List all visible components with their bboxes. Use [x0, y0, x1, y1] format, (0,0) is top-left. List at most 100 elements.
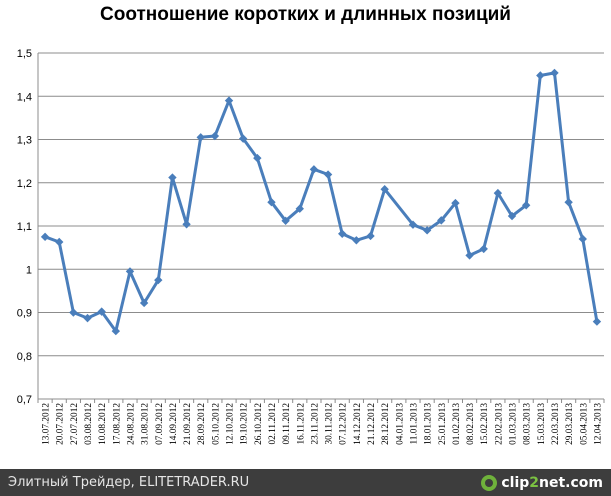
- x-tick-label: 12.10.2012: [226, 403, 236, 445]
- line-chart: 0,7 0,8 0,9 1 1,1 1,2 1,3 1,4 1,5 13.07.2012 20.0…: [17, 48, 605, 445]
- data-point: [210, 131, 220, 141]
- x-tick-label: 31.08.2012: [141, 403, 151, 445]
- x-tick-label: 11.01.2013: [409, 403, 419, 445]
- x-tick-label: 15.02.2013: [480, 403, 490, 445]
- data-point: [125, 267, 135, 276]
- y-tick-label: 1,2: [17, 178, 32, 190]
- data-point: [408, 220, 418, 229]
- data-point: [69, 308, 78, 317]
- x-tick-label: 07.12.2012: [339, 403, 349, 445]
- x-tick-label: 28.09.2012: [197, 403, 207, 445]
- data-point: [281, 216, 290, 226]
- x-tick-label: 01.02.2013: [452, 403, 462, 445]
- x-tick-label: 15.03.2013: [537, 403, 547, 445]
- data-point: [465, 251, 474, 260]
- y-tick-labels: 0,7 0,8 0,9 1 1,1 1,2 1,3 1,4 1,5: [17, 48, 32, 406]
- footer-caption: Элитный Трейдер, ELITETRADER.RU: [8, 475, 250, 490]
- data-point: [536, 71, 545, 80]
- x-tick-label: 07.09.2012: [155, 403, 165, 445]
- data-point: [352, 236, 361, 245]
- data-point: [338, 229, 347, 238]
- x-tick-label: 08.03.2013: [523, 403, 533, 445]
- x-tick-label: 09.11.2012: [282, 403, 292, 445]
- data-point: [253, 153, 262, 163]
- x-tick-label: 30.11.2012: [325, 403, 335, 445]
- data-point: [111, 326, 121, 336]
- x-tick-label: 21.09.2012: [183, 403, 193, 445]
- data-point: [139, 298, 149, 308]
- x-tick-label: 12.04.2013: [593, 403, 603, 445]
- data-point: [366, 231, 375, 241]
- y-tick-label: 1,3: [17, 135, 32, 147]
- data-point: [295, 204, 304, 213]
- x-tick-label: 04.01.2013: [395, 403, 405, 445]
- x-tick-label: 03.08.2012: [84, 403, 94, 445]
- data-point: [97, 307, 106, 316]
- x-tick-label: 20.07.2012: [56, 403, 66, 445]
- data-point: [267, 198, 276, 207]
- x-tick-label: 26.10.2012: [254, 403, 264, 445]
- data-point: [380, 185, 389, 194]
- data-point: [83, 313, 92, 323]
- y-tick-label: 0,8: [17, 351, 32, 363]
- y-tick-label: 0,7: [17, 394, 32, 406]
- x-tick-label: 05.10.2012: [211, 403, 221, 445]
- data-point: [521, 201, 531, 210]
- x-tick-label: 17.08.2012: [112, 403, 122, 445]
- data-point: [451, 198, 460, 208]
- data-point: [578, 234, 587, 244]
- clip2net-logo: clip2net.com: [481, 472, 603, 493]
- data-point: [154, 275, 163, 285]
- x-tick-label: 22.02.2013: [494, 403, 504, 445]
- x-tick-label: 27.07.2012: [70, 403, 80, 445]
- data-point: [40, 232, 50, 242]
- chart-title: Соотношение коротких и длинных позиций: [100, 4, 511, 25]
- data-point: [422, 226, 432, 235]
- y-tick-label: 0,9: [17, 308, 32, 320]
- x-tick-label: 13.07.2012: [42, 403, 52, 445]
- x-tick-label: 10.08.2012: [98, 403, 108, 445]
- footer-bar: Элитный Трейдер, ELITETRADER.RU clip2net…: [0, 469, 611, 496]
- data-point: [493, 188, 503, 198]
- x-tick-label: 16.11.2012: [296, 403, 306, 445]
- x-tick-label: 02.11.2012: [268, 403, 278, 445]
- x-tick-label: 14.12.2012: [353, 403, 363, 445]
- clip2net-logo-text: clip2net.com: [501, 474, 603, 491]
- data-point: [309, 165, 319, 174]
- data-point: [238, 134, 248, 143]
- data-point: [55, 237, 64, 247]
- grid-lines: [38, 52, 604, 357]
- series-line: [44, 71, 599, 333]
- x-tick-label: 05.04.2013: [579, 403, 589, 445]
- data-point: [437, 216, 446, 225]
- x-tick-label: 25.01.2013: [438, 403, 448, 445]
- x-tick-label: 23.11.2012: [310, 403, 320, 445]
- data-point: [592, 317, 602, 326]
- data-point: [507, 211, 517, 221]
- x-tick-label: 28.12.2012: [381, 403, 391, 445]
- x-tick-label: 29.03.2013: [565, 403, 575, 445]
- x-tick-labels: 13.07.2012 20.07.2012 27.07.2012 03.08.2012…: [42, 403, 604, 445]
- data-point: [323, 170, 333, 179]
- x-tick-label: 08.02.2013: [466, 403, 476, 445]
- data-point: [479, 244, 488, 254]
- x-tick-label: 14.09.2012: [169, 403, 179, 445]
- x-tick-label: 01.03.2013: [509, 403, 519, 445]
- x-tick-label: 24.08.2012: [126, 403, 136, 445]
- y-tick-label: 1,1: [17, 221, 32, 233]
- data-point: [196, 133, 205, 142]
- data-point: [564, 198, 573, 207]
- data-point: [182, 220, 191, 229]
- clip2net-logo-icon: [481, 474, 498, 491]
- data-point: [168, 173, 177, 182]
- series: [40, 68, 602, 336]
- x-tick-label: 21.12.2012: [367, 403, 377, 445]
- x-tick-label: 19.10.2012: [240, 403, 250, 445]
- y-tick-label: 1,4: [17, 91, 32, 103]
- data-point: [550, 68, 559, 78]
- x-tick-label: 22.03.2013: [551, 403, 561, 445]
- x-tick-label: 18.01.2013: [424, 403, 434, 445]
- data-point: [224, 96, 234, 105]
- axes: [37, 53, 605, 403]
- y-tick-label: 1: [26, 264, 32, 276]
